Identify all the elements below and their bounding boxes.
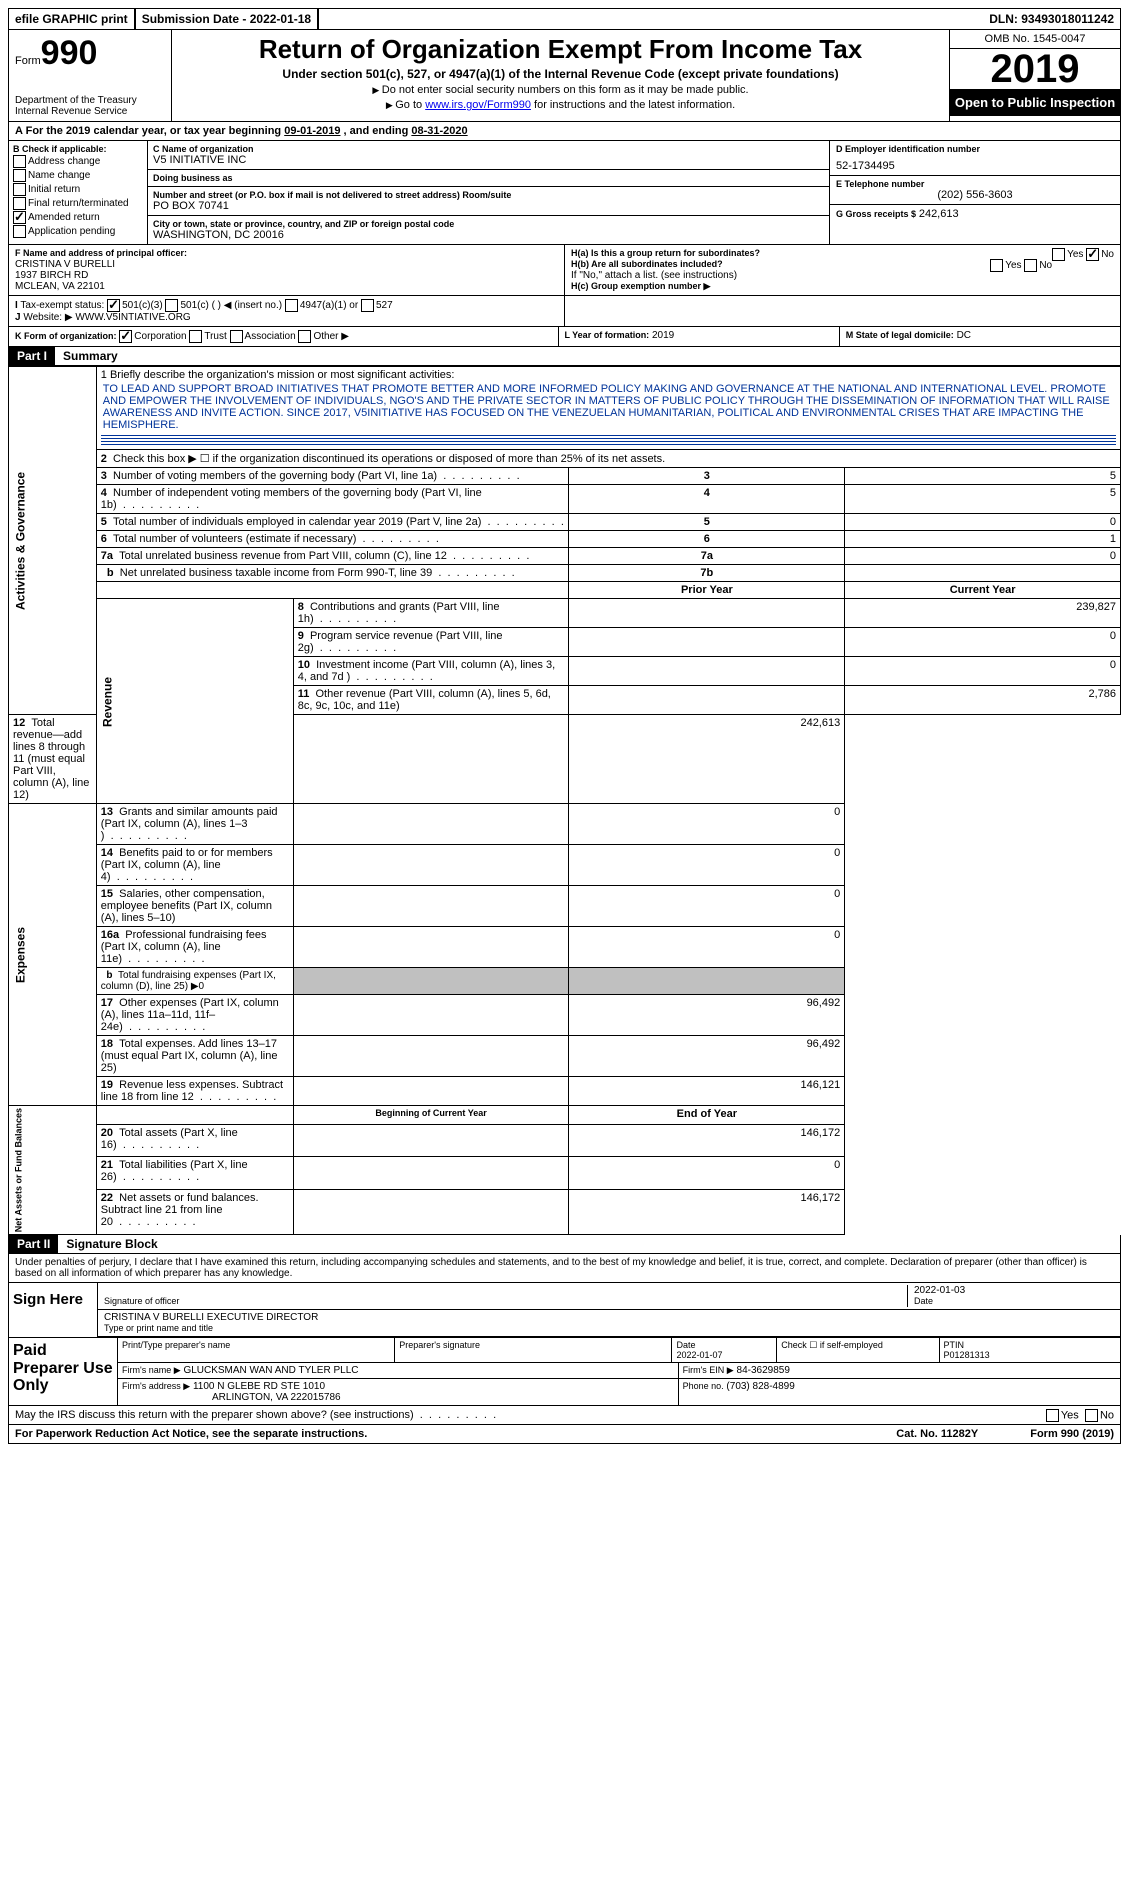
ein: 52-1734495	[836, 160, 1114, 172]
section-f: F Name and address of principal officer:…	[9, 245, 565, 295]
tax-year: 2019	[950, 49, 1120, 89]
year-formation: 2019	[652, 330, 674, 341]
section-d-g: D Employer identification number52-17344…	[830, 141, 1120, 244]
mission-text: TO LEAD AND SUPPORT BROAD INITIATIVES TH…	[101, 381, 1116, 433]
irs-link[interactable]: www.irs.gov/Form990	[425, 99, 531, 111]
page-footer: For Paperwork Reduction Act Notice, see …	[8, 1425, 1121, 1444]
efile-label: efile GRAPHIC print	[9, 9, 136, 29]
chk-amended-return[interactable]: Amended return	[13, 211, 143, 224]
open-public: Open to Public Inspection	[950, 89, 1120, 116]
section-a-g: B Check if applicable: Address change Na…	[8, 141, 1121, 245]
section-i-j: I Tax-exempt status: 501(c)(3) 501(c) ( …	[8, 296, 1121, 327]
form-header: Form990 Department of the Treasury Inter…	[8, 30, 1121, 122]
goto-note: Go to www.irs.gov/Form990 for instructio…	[180, 99, 941, 111]
telephone: (202) 556-3603	[836, 189, 1114, 201]
submission-date: Submission Date - 2022-01-18	[136, 9, 319, 29]
part-2-header: Part IISignature Block	[8, 1235, 1121, 1254]
chk-527[interactable]	[361, 299, 374, 312]
section-f-h: F Name and address of principal officer:…	[8, 245, 1121, 296]
officer-name: CRISTINA V BURELLI	[15, 259, 115, 270]
chk-final-return[interactable]: Final return/terminated	[13, 197, 143, 210]
section-b: B Check if applicable: Address change Na…	[9, 141, 148, 244]
top-bar: efile GRAPHIC print Submission Date - 20…	[8, 8, 1121, 30]
chk-501c3[interactable]	[107, 299, 120, 312]
firm-name: GLUCKSMAN WAN AND TYLER PLLC	[183, 1365, 358, 1376]
chk-address-change[interactable]: Address change	[13, 155, 143, 168]
org-name: V5 INITIATIVE INC	[153, 154, 824, 166]
ssn-note: Do not enter social security numbers on …	[180, 84, 941, 96]
section-h: H(a) Is this a group return for subordin…	[565, 245, 1120, 295]
vlabel-governance: Activities & Governance	[9, 367, 97, 715]
form-title: Return of Organization Exempt From Incom…	[180, 34, 941, 65]
chk-corp[interactable]	[119, 330, 132, 343]
dept-treasury: Department of the Treasury Internal Reve…	[15, 95, 165, 117]
discuss-yes[interactable]	[1046, 1409, 1059, 1422]
ptin: P01281313	[944, 1350, 990, 1360]
chk-4947[interactable]	[285, 299, 298, 312]
website: WWW.V5INTIATIVE.ORG	[75, 312, 190, 323]
form-number: Form990	[15, 34, 165, 73]
discuss-no[interactable]	[1085, 1409, 1098, 1422]
dln: DLN: 93493018011242	[983, 9, 1120, 29]
chk-assoc[interactable]	[230, 330, 243, 343]
h-b-yes[interactable]	[990, 259, 1003, 272]
summary-table: Activities & Governance 1 Briefly descri…	[8, 366, 1121, 1235]
sign-here: Sign Here Signature of officer2022-01-03…	[8, 1283, 1121, 1338]
penalty-statement: Under penalties of perjury, I declare th…	[8, 1254, 1121, 1283]
chk-app-pending[interactable]: Application pending	[13, 225, 143, 238]
h-b-no[interactable]	[1024, 259, 1037, 272]
h-a-no[interactable]	[1086, 248, 1099, 261]
form-subtitle: Under section 501(c), 527, or 4947(a)(1)…	[180, 67, 941, 81]
chk-trust[interactable]	[189, 330, 202, 343]
state-domicile: DC	[957, 330, 971, 341]
h-a-yes[interactable]	[1052, 248, 1065, 261]
paid-preparer: Paid Preparer Use Only Print/Type prepar…	[8, 1338, 1121, 1406]
discuss-row: May the IRS discuss this return with the…	[8, 1406, 1121, 1425]
vlabel-net-assets: Net Assets or Fund Balances	[9, 1106, 97, 1235]
tax-period: A For the 2019 calendar year, or tax yea…	[8, 122, 1121, 141]
part-1-header: Part ISummary	[8, 347, 1121, 366]
city-state-zip: WASHINGTON, DC 20016	[153, 229, 824, 241]
section-k-m: K Form of organization: Corporation Trus…	[8, 327, 1121, 347]
firm-phone: (703) 828-4899	[726, 1381, 794, 1392]
gross-receipts: 242,613	[919, 208, 959, 220]
vlabel-revenue: Revenue	[96, 599, 293, 804]
firm-ein: 84-3629859	[737, 1365, 790, 1376]
street-address: PO BOX 70741	[153, 200, 824, 212]
chk-501c[interactable]	[165, 299, 178, 312]
chk-other[interactable]	[298, 330, 311, 343]
mission-label: 1 Briefly describe the organization's mi…	[101, 369, 1116, 381]
chk-name-change[interactable]: Name change	[13, 169, 143, 182]
chk-initial-return[interactable]: Initial return	[13, 183, 143, 196]
vlabel-expenses: Expenses	[9, 804, 97, 1106]
section-c: C Name of organizationV5 INITIATIVE INC …	[148, 141, 830, 244]
officer-sig-name: CRISTINA V BURELLI EXECUTIVE DIRECTOR	[104, 1312, 318, 1323]
